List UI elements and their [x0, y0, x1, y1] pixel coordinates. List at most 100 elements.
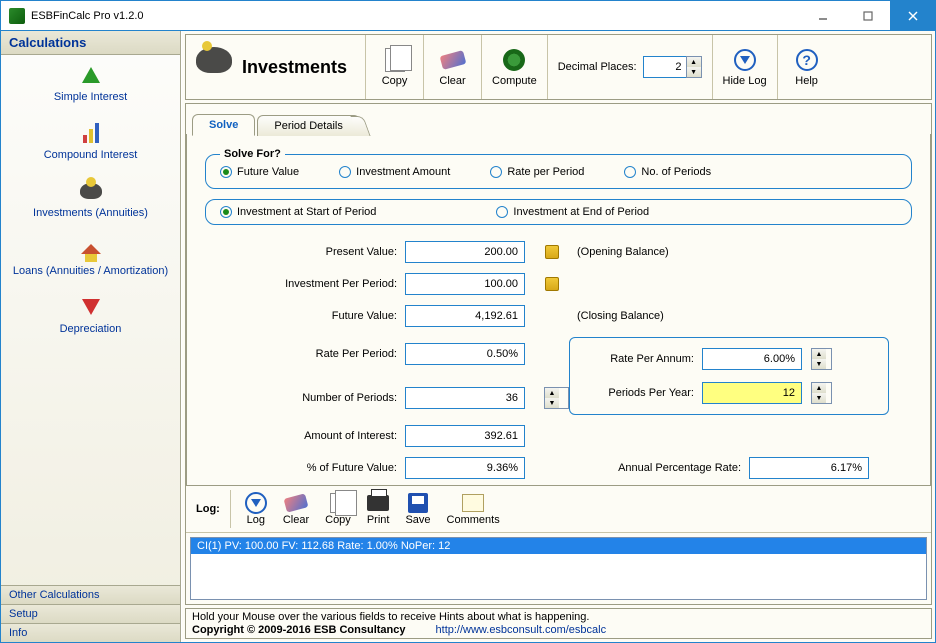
num-periods-spinner[interactable]: ▲▼	[544, 387, 569, 409]
sidebar-header: Calculations	[1, 31, 180, 55]
radio-end-of-period[interactable]: Investment at End of Period	[496, 206, 649, 218]
sidebar-item-label: Compound Interest	[44, 149, 138, 161]
help-button[interactable]: ? Help	[778, 35, 836, 99]
decimal-places-group: Decimal Places: ▲▼	[548, 35, 713, 99]
log-icon	[732, 47, 758, 73]
main-area: Investments Copy Clear Compute Decimal P…	[181, 31, 935, 642]
house-icon	[77, 235, 105, 263]
calculator-icon[interactable]	[545, 245, 569, 259]
sidebar-bottom-other[interactable]: Other Calculations	[1, 585, 180, 604]
copy-icon	[382, 47, 408, 73]
copyright-text: Copyright © 2009-2016 ESB Consultancy	[192, 624, 406, 636]
amount-interest-label: Amount of Interest:	[205, 430, 405, 442]
tabs-row: Solve Period Details	[186, 107, 931, 135]
titlebar: ESBFinCalc Pro v1.2.0	[1, 1, 935, 31]
sidebar-item-loans[interactable]: Loans (Annuities / Amortization)	[1, 229, 180, 287]
tab-solve[interactable]: Solve	[192, 114, 255, 136]
opening-balance-note: (Opening Balance)	[569, 246, 889, 258]
minimize-button[interactable]	[800, 1, 845, 30]
hide-log-button[interactable]: Hide Log	[713, 35, 778, 99]
tab-period-details[interactable]: Period Details	[257, 115, 359, 136]
maximize-button[interactable]	[845, 1, 890, 30]
log-down-icon	[245, 492, 267, 514]
present-value-input[interactable]	[405, 241, 525, 263]
log-copy-button[interactable]: Copy	[317, 490, 359, 528]
website-link[interactable]: http://www.esbconsult.com/esbcalc	[436, 624, 607, 636]
periods-per-year-input[interactable]	[702, 382, 802, 404]
log-label: Log:	[192, 490, 231, 528]
decimal-places-input[interactable]	[643, 56, 687, 78]
window-title: ESBFinCalc Pro v1.2.0	[31, 10, 800, 22]
log-panel: Log: Log Clear Copy Print Save Comments …	[185, 485, 932, 605]
sidebar-item-label: Loans (Annuities / Amortization)	[13, 265, 168, 277]
present-value-label: Present Value:	[205, 246, 405, 258]
bar-chart-icon	[77, 119, 105, 147]
tab-body: Solve For? Future Value Investment Amoun…	[186, 134, 931, 494]
invest-per-period-label: Investment Per Period:	[205, 278, 405, 290]
close-button[interactable]	[890, 1, 935, 30]
pct-future-label: % of Future Value:	[205, 462, 405, 474]
spin-up-icon[interactable]: ▲	[687, 57, 701, 67]
num-periods-input[interactable]	[405, 387, 525, 409]
piggy-bank-icon	[77, 177, 105, 205]
radio-start-of-period[interactable]: Investment at Start of Period	[220, 206, 376, 218]
app-icon	[9, 8, 25, 24]
decimal-places-label: Decimal Places:	[558, 61, 637, 73]
log-entry[interactable]: CI(1) PV: 100.00 FV: 112.68 Rate: 1.00% …	[191, 538, 926, 554]
gear-icon	[501, 47, 527, 73]
spin-down-icon[interactable]: ▼	[687, 67, 701, 77]
toolbar-title-group: Investments	[186, 35, 366, 99]
log-comments-button[interactable]: Comments	[439, 490, 508, 528]
solve-for-legend: Solve For?	[220, 148, 285, 160]
save-icon	[407, 492, 429, 514]
copy-button[interactable]: Copy	[366, 35, 424, 99]
invest-per-period-input[interactable]	[405, 273, 525, 295]
log-print-button[interactable]: Print	[359, 490, 398, 528]
periods-year-spinner[interactable]: ▲▼	[811, 382, 832, 404]
decimal-spinner[interactable]: ▲▼	[686, 56, 702, 78]
sidebar-item-label: Simple Interest	[54, 91, 127, 103]
toolbar-label: Clear	[439, 75, 465, 87]
sidebar-item-depreciation[interactable]: Depreciation	[1, 287, 180, 345]
toolbar: Investments Copy Clear Compute Decimal P…	[185, 34, 932, 100]
annum-box: Rate Per Annum: ▲▼ Periods Per Year: ▲▼	[569, 337, 889, 415]
clear-button[interactable]: Clear	[424, 35, 482, 99]
pct-future-input[interactable]	[405, 457, 525, 479]
sidebar-bottom-setup[interactable]: Setup	[1, 604, 180, 623]
printer-icon	[367, 492, 389, 514]
piggy-bank-large-icon	[196, 47, 236, 87]
compute-button[interactable]: Compute	[482, 35, 548, 99]
app-window: ESBFinCalc Pro v1.2.0 Calculations Simpl…	[0, 0, 936, 643]
apr-input[interactable]	[749, 457, 869, 479]
log-save-button[interactable]: Save	[397, 490, 438, 528]
closing-balance-note: (Closing Balance)	[569, 310, 889, 322]
status-hint: Hold your Mouse over the various fields …	[192, 611, 925, 623]
sidebar-item-investments[interactable]: Investments (Annuities)	[1, 171, 180, 229]
toolbar-label: Help	[795, 75, 818, 87]
amount-interest-input[interactable]	[405, 425, 525, 447]
log-clear-button[interactable]: Clear	[275, 490, 317, 528]
sidebar-item-compound-interest[interactable]: Compound Interest	[1, 113, 180, 171]
sidebar-bottom-info[interactable]: Info	[1, 623, 180, 642]
log-button[interactable]: Log	[237, 490, 275, 528]
rate-per-period-input[interactable]	[405, 343, 525, 365]
rate-annum-spinner[interactable]: ▲▼	[811, 348, 832, 370]
radio-investment-amount[interactable]: Investment Amount	[339, 166, 450, 178]
log-list[interactable]: CI(1) PV: 100.00 FV: 112.68 Rate: 1.00% …	[190, 537, 927, 600]
num-periods-label: Number of Periods:	[205, 392, 405, 404]
radio-future-value[interactable]: Future Value	[220, 166, 299, 178]
rate-per-annum-input[interactable]	[702, 348, 802, 370]
sidebar-item-simple-interest[interactable]: Simple Interest	[1, 55, 180, 113]
radio-rate-per-period[interactable]: Rate per Period	[490, 166, 584, 178]
toolbar-label: Copy	[382, 75, 408, 87]
form-grid: Present Value: (Opening Balance) Investm…	[205, 241, 912, 479]
timing-fieldset: Investment at Start of Period Investment…	[205, 199, 912, 225]
apr-label: Annual Percentage Rate:	[569, 462, 749, 474]
sidebar-item-label: Investments (Annuities)	[33, 207, 148, 219]
toolbar-label: Hide Log	[723, 75, 767, 87]
calculator-icon[interactable]	[545, 277, 569, 291]
radio-no-of-periods[interactable]: No. of Periods	[624, 166, 711, 178]
eraser-icon	[285, 492, 307, 514]
eraser-icon	[440, 47, 466, 73]
future-value-input[interactable]	[405, 305, 525, 327]
